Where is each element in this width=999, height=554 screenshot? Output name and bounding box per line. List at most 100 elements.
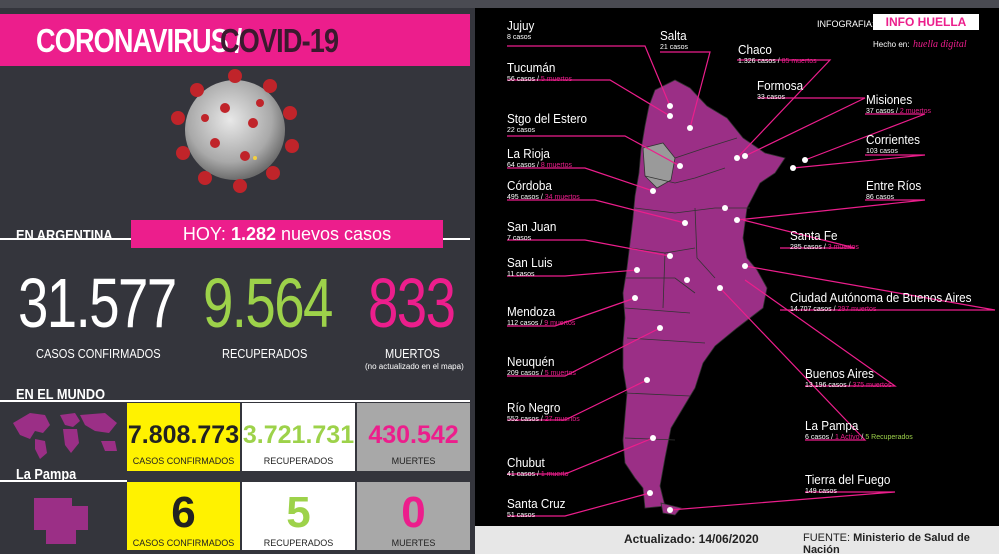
footer-bar (475, 526, 999, 554)
lp-recovered-value: 5 (286, 488, 311, 537)
world-recovered-value: 3.721.731 (242, 421, 355, 449)
province-stats: 552 casos / 27 muertos (507, 416, 580, 423)
province-deaths: 8 muertos (540, 162, 572, 169)
province-stats: 37 casos / 2 muertos (866, 108, 931, 115)
credit-huella: huella digital (913, 39, 967, 50)
province-name: San Juan (507, 219, 557, 234)
province-deaths: 1 Activo (834, 434, 860, 441)
ar-confirmed-label: CASOS CONFIRMADOS (36, 346, 161, 361)
lp-deaths-value: 0 (401, 488, 426, 537)
credit-infografia: INFOGRAFIA: (817, 19, 875, 29)
province-stats: 21 casos (660, 44, 688, 51)
today-suffix: nuevos casos (281, 224, 392, 244)
province-name: Entre Ríos (866, 178, 922, 193)
world-confirmed-box: 7.808.773 CASOS CONFIRMADOS (127, 403, 240, 471)
province-cases: 103 casos (866, 148, 898, 155)
province-extra: 5 Recuperados (865, 434, 913, 441)
province-cases: 1.326 casos / (738, 58, 780, 65)
world-recovered-box: 3.721.731 RECUPERADOS (242, 403, 355, 471)
today-prefix: HOY: (182, 224, 226, 244)
label-la-pampa: La Pampa (16, 466, 77, 483)
province-cases: 285 casos / (790, 244, 826, 251)
province-name: La Pampa (805, 418, 859, 433)
province-deaths: 297 muertos (837, 306, 877, 313)
province-deaths: 5 muertos (544, 370, 576, 377)
province-cases: 33 casos (757, 94, 786, 101)
province-deaths: 9 muertos (544, 320, 576, 327)
ar-deaths-label: MUERTOS (385, 346, 440, 361)
world-deaths-box: 430.542 MUERTES (357, 403, 470, 471)
province-name: Stgo del Estero (507, 111, 588, 126)
province-name: Corrientes (866, 132, 920, 147)
source-value: Ministerio de Salud de Nación (803, 532, 970, 554)
updated-date: Actualizado: 14/06/2020 (624, 532, 759, 546)
province-cases: 64 casos / (507, 162, 539, 169)
province-stats: 11 casos (507, 271, 535, 278)
province-name: Tucumán (507, 60, 556, 75)
province-stats: 56 casos / 5 muertos (507, 76, 572, 83)
argentina-map (507, 45, 996, 517)
world-map-icon (13, 413, 117, 459)
ar-deaths-value: 833 (368, 264, 456, 342)
lp-confirmed-label: CASOS CONFIRMADOS (132, 538, 235, 548)
province-name: San Luis (507, 255, 553, 270)
province-name: Salta (660, 28, 687, 43)
province-name: Jujuy (507, 18, 535, 33)
province-stats: 209 casos / 5 muertos (507, 370, 576, 377)
province-name: Neuquén (507, 354, 555, 369)
divider-lapampa (0, 480, 127, 482)
province-cases: 8 casos (507, 34, 532, 41)
province-deaths: 375 muertos (852, 382, 892, 389)
divider-world (0, 400, 470, 402)
province-name: Santa Cruz (507, 496, 566, 511)
province-cases: 41 casos / (507, 471, 539, 478)
province-name: La Rioja (507, 146, 550, 161)
province-name: Chubut (507, 455, 545, 470)
province-deaths: 34 muertos (544, 194, 580, 201)
province-deaths: 5 muertos (540, 76, 572, 83)
credit-hecho: Hecho en: (873, 40, 910, 49)
ar-recovered-label: RECUPERADOS (222, 346, 308, 361)
province-deaths: 1 muerto (540, 471, 569, 478)
province-cases: 112 casos / (507, 320, 543, 327)
province-stats: 103 casos (866, 148, 898, 155)
today-count: 1.282 (230, 224, 276, 244)
province-name: Córdoba (507, 178, 552, 193)
province-name: Buenos Aires (805, 366, 874, 381)
province-name: Río Negro (507, 400, 561, 415)
province-stats: 7 casos (507, 235, 531, 242)
province-stats: 149 casos (805, 488, 837, 495)
ar-deaths-note: (no actualizado en el mapa) (365, 362, 464, 371)
province-stats: 14.707 casos / 297 muertos (790, 306, 876, 313)
province-cases: 7 casos (507, 235, 532, 242)
world-confirmed-value: 7.808.773 (127, 421, 240, 449)
lp-confirmed-value: 6 (171, 488, 196, 537)
province-name: Formosa (757, 78, 804, 93)
lp-confirmed-box: 6 CASOS CONFIRMADOS (127, 482, 240, 550)
province-stats: 13.196 casos / 375 muertos (805, 382, 891, 389)
lp-recovered-label: RECUPERADOS (263, 538, 334, 548)
today-banner: HOY: 1.282 nuevos casos (131, 220, 443, 248)
province-stats: 285 casos / 3 muertos (790, 244, 859, 251)
la-pampa-map-icon (34, 498, 88, 544)
province-stats: 1.326 casos / 85 muertos (738, 58, 817, 65)
province-cases: 51 casos (507, 512, 536, 519)
province-stats: 22 casos (507, 127, 535, 134)
province-cases: 37 casos / (866, 108, 898, 115)
province-stats: 41 casos / 1 muerto (507, 471, 569, 478)
province-cases: 22 casos (507, 127, 536, 134)
lp-deaths-box: 0 MUERTES (357, 482, 470, 550)
province-deaths: 3 muertos (827, 244, 859, 251)
source-label: FUENTE: (803, 532, 851, 544)
world-confirmed-label: CASOS CONFIRMADOS (132, 456, 235, 466)
province-name: Mendoza (507, 304, 556, 319)
province-stats: 86 casos (866, 194, 894, 201)
province-cases: 209 casos / (507, 370, 543, 377)
province-cases: 86 casos (866, 194, 895, 201)
province-cases: 552 casos / (507, 416, 543, 423)
province-stats: 112 casos / 9 muertos (507, 320, 575, 327)
province-cases: 14.707 casos / (790, 306, 836, 313)
source: FUENTE: Ministerio de Salud de Nación (803, 532, 999, 554)
title-coronavirus: CORONAVIRUS / (36, 22, 242, 59)
